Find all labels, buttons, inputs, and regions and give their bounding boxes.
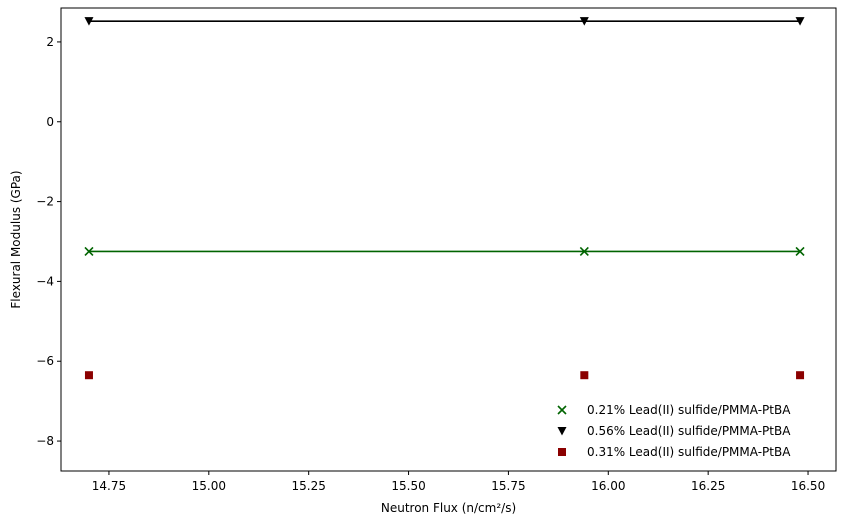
data-point [84,17,94,26]
y-tick-label: −2 [36,195,54,209]
plot-area [84,17,805,380]
x-tick-label: 14.75 [92,479,126,493]
y-tick-label: 2 [46,35,54,49]
series-3 [84,371,805,380]
x-axis-label: Neutron Flux (n/cm²/s) [381,501,516,515]
x-tick-label: 15.25 [292,479,326,493]
data-point-stroke [795,246,805,257]
data-point [84,371,93,380]
legend-marker-stroke [557,405,567,415]
data-point [580,371,589,380]
series-2 [84,17,805,26]
x-tick-label: 15.75 [491,479,525,493]
legend-entry: 0.21% Lead(II) sulfide/PMMA-PtBA [557,403,791,417]
y-axis-label: Flexural Modulus (GPa) [9,170,23,308]
x-tick-label: 16.50 [791,479,825,493]
legend-entry: 0.56% Lead(II) sulfide/PMMA-PtBA [557,424,791,438]
legend-marker [558,448,566,456]
legend-marker [557,427,567,436]
y-tick-label: 0 [46,115,54,129]
legend-label: 0.56% Lead(II) sulfide/PMMA-PtBA [587,424,791,438]
x-tick-label: 15.50 [391,479,425,493]
data-point [795,246,805,257]
data-point [579,246,589,257]
legend-label: 0.31% Lead(II) sulfide/PMMA-PtBA [587,445,791,459]
data-point [579,17,589,26]
legend: 0.21% Lead(II) sulfide/PMMA-PtBA 0.56% Le… [557,403,791,459]
axes-frame [60,7,837,472]
legend-entry: 0.31% Lead(II) sulfide/PMMA-PtBA [558,445,791,459]
data-point [795,17,805,26]
data-point-stroke [84,246,94,257]
x-tick-label: 16.25 [691,479,725,493]
data-point [84,246,94,257]
y-tick-label: −6 [36,354,54,368]
data-point [796,371,805,380]
series-1 [84,246,805,257]
legend-marker [557,405,567,415]
legend-label: 0.21% Lead(II) sulfide/PMMA-PtBA [587,403,791,417]
data-point-stroke [579,246,589,257]
x-tick-label: 16.00 [591,479,625,493]
axis-ticks: 14.75 15.00 15.25 15.50 15.75 16.00 16.25 16.50… [36,35,825,493]
y-tick-label: −4 [36,274,54,288]
x-tick-label: 15.00 [192,479,226,493]
y-tick-label: −8 [36,434,54,448]
